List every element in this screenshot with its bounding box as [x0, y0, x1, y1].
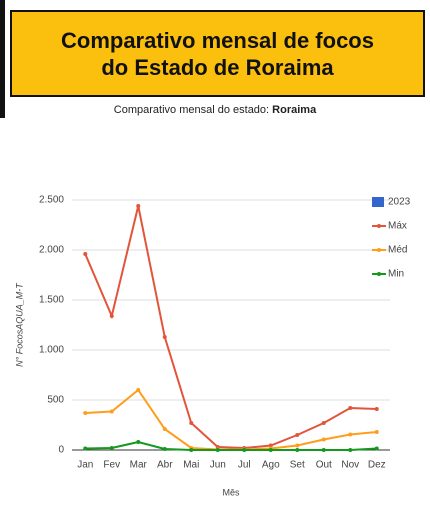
- x-tick-label: Mar: [130, 460, 148, 471]
- state-name: Roraima: [272, 104, 317, 116]
- x-tick-label: Jan: [77, 460, 93, 471]
- y-tick-label: 500: [47, 395, 64, 406]
- point: [83, 446, 88, 451]
- legend-dot: [377, 248, 381, 252]
- series-line: [85, 388, 377, 451]
- side-bar: [0, 0, 5, 118]
- subtitle-text: Comparativo mensal do estado:: [113, 104, 270, 116]
- point: [295, 448, 300, 452]
- point: [374, 446, 379, 451]
- x-axis-label: Mês: [222, 487, 240, 497]
- point: [348, 406, 353, 410]
- y-axis-label: N° FocosAQUA_M-T: [14, 282, 24, 367]
- x-tick-label: Mai: [183, 460, 199, 471]
- point: [136, 204, 141, 208]
- point: [109, 446, 114, 450]
- x-tick-label: Abr: [157, 460, 173, 471]
- point: [162, 427, 167, 431]
- y-tick-label: 2.500: [39, 195, 64, 206]
- legend-swatch: [372, 197, 384, 207]
- point: [268, 443, 273, 448]
- y-tick-label: 1.000: [39, 345, 64, 356]
- legend-label: 2023: [388, 197, 411, 208]
- point: [215, 448, 220, 452]
- header: Comparativo mensal de focos do Estado de…: [10, 10, 425, 97]
- y-tick-label: 1.500: [39, 295, 64, 306]
- x-tick-label: Set: [290, 460, 305, 471]
- point: [348, 432, 353, 437]
- point: [295, 443, 300, 448]
- point: [189, 421, 194, 425]
- point: [109, 409, 114, 414]
- point: [321, 437, 326, 442]
- legend-dot: [377, 224, 381, 228]
- point: [162, 335, 167, 339]
- y-tick-label: 0: [58, 445, 64, 456]
- point: [189, 448, 194, 452]
- legend-label: Máx: [388, 221, 407, 232]
- point: [295, 433, 300, 437]
- legend-label: Méd: [388, 245, 407, 256]
- point: [109, 314, 114, 318]
- legend-label: Min: [388, 269, 404, 280]
- series-line: [85, 440, 377, 451]
- x-tick-label: Dez: [368, 460, 386, 471]
- point: [348, 448, 353, 452]
- x-tick-label: Fev: [103, 460, 120, 471]
- point: [136, 440, 141, 444]
- x-tick-label: Nov: [341, 460, 359, 471]
- title: Comparativo mensal de focos do Estado de…: [61, 27, 374, 80]
- point: [268, 448, 273, 452]
- point: [321, 448, 326, 452]
- point: [374, 430, 379, 434]
- point: [162, 447, 167, 451]
- x-tick-label: Out: [316, 460, 332, 471]
- x-tick-label: Jun: [210, 460, 226, 471]
- series-line: [84, 205, 377, 450]
- legend-dot: [377, 272, 381, 276]
- y-tick-label: 2.000: [39, 245, 64, 256]
- x-tick-label: Jul: [238, 460, 251, 471]
- subtitle: Comparativo mensal do estado: Roraima: [0, 104, 430, 116]
- point: [321, 421, 326, 425]
- point: [242, 448, 247, 452]
- x-tick-label: Ago: [262, 460, 280, 471]
- point: [83, 411, 88, 415]
- point: [83, 252, 88, 256]
- point: [136, 388, 141, 392]
- point: [374, 407, 379, 411]
